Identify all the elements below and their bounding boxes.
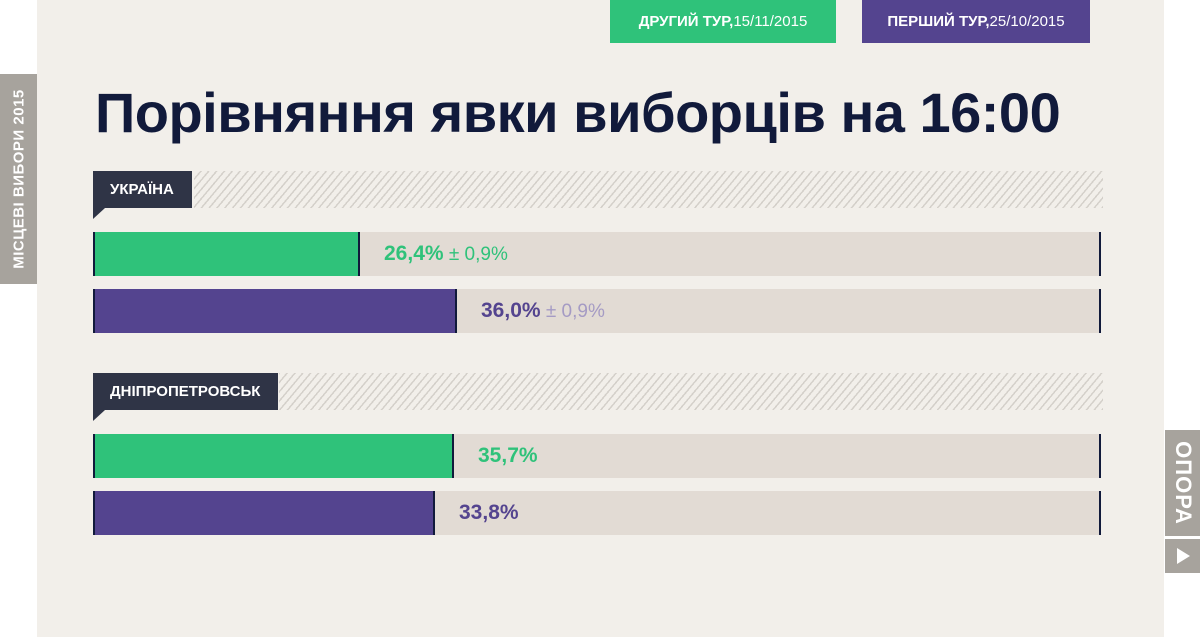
- group-header-hatch: [279, 373, 1103, 410]
- bar-value: 33,8%: [459, 501, 519, 524]
- legend-first-round-label: ПЕРШИЙ ТУР,: [887, 13, 990, 30]
- bar-error: ± 0,9%: [540, 301, 605, 322]
- bar-fill-end: [455, 289, 457, 333]
- bar-fill-end: [433, 491, 435, 535]
- bar-fill: [93, 491, 434, 535]
- bar-track-end: [1099, 232, 1101, 276]
- bar-track-end: [1099, 289, 1101, 333]
- group-label-notch: [93, 208, 105, 219]
- bar-track-end: [1099, 491, 1101, 535]
- group-label: ДНІПРОПЕТРОВСЬК: [93, 373, 279, 410]
- group-label-notch: [93, 410, 105, 421]
- legend-first-round: ПЕРШИЙ ТУР, 25/10/2015: [862, 0, 1090, 43]
- opora-logo-text: ОПОРА: [1170, 441, 1196, 525]
- legend-first-round-date: 25/10/2015: [989, 13, 1065, 30]
- bar-value: 35,7%: [478, 444, 538, 467]
- bar-error: ± 0,9%: [443, 244, 508, 265]
- group-header-hatch: [194, 171, 1103, 208]
- bar-fill-end: [358, 232, 360, 276]
- bar-track-end: [1099, 434, 1101, 478]
- bar-axis-start: [93, 434, 95, 478]
- bar-value: 36,0%: [481, 299, 541, 322]
- group-label: УКРАЇНА: [93, 171, 192, 208]
- bar-value: 26,4%: [384, 242, 444, 265]
- opora-logo[interactable]: ОПОРА: [1165, 430, 1200, 573]
- bar-value-label: 33,8%: [459, 491, 519, 535]
- bar-fill: [93, 289, 456, 333]
- legend-second-round-label: ДРУГИЙ ТУР,: [638, 13, 734, 30]
- play-triangle-icon: [1177, 548, 1190, 564]
- play-button[interactable]: [1165, 539, 1200, 573]
- side-tag: МІСЦЕВІ ВИБОРИ 2015: [0, 74, 37, 284]
- bar-row: 36,0% ± 0,9%: [93, 289, 1103, 333]
- legend-second-round: ДРУГИЙ ТУР, 15/11/2015: [610, 0, 836, 43]
- opora-logo-text-box: ОПОРА: [1165, 430, 1200, 536]
- chart-title: Порівняння явки виборців на 16:00: [95, 81, 1061, 144]
- bar-value-label: 26,4% ± 0,9%: [384, 232, 508, 276]
- bar-fill-end: [452, 434, 454, 478]
- bar-axis-start: [93, 289, 95, 333]
- side-tag-text: МІСЦЕВІ ВИБОРИ 2015: [10, 89, 27, 269]
- bar-value-label: 36,0% ± 0,9%: [481, 289, 605, 333]
- bar-value-label: 35,7%: [478, 434, 538, 478]
- bar-axis-start: [93, 232, 95, 276]
- legend-second-round-date: 15/11/2015: [733, 13, 808, 30]
- bar-row: 33,8%: [93, 491, 1103, 535]
- bar-fill: [93, 232, 359, 276]
- bar-row: 26,4% ± 0,9%: [93, 232, 1103, 276]
- bar-axis-start: [93, 491, 95, 535]
- bar-fill: [93, 434, 453, 478]
- bar-row: 35,7%: [93, 434, 1103, 478]
